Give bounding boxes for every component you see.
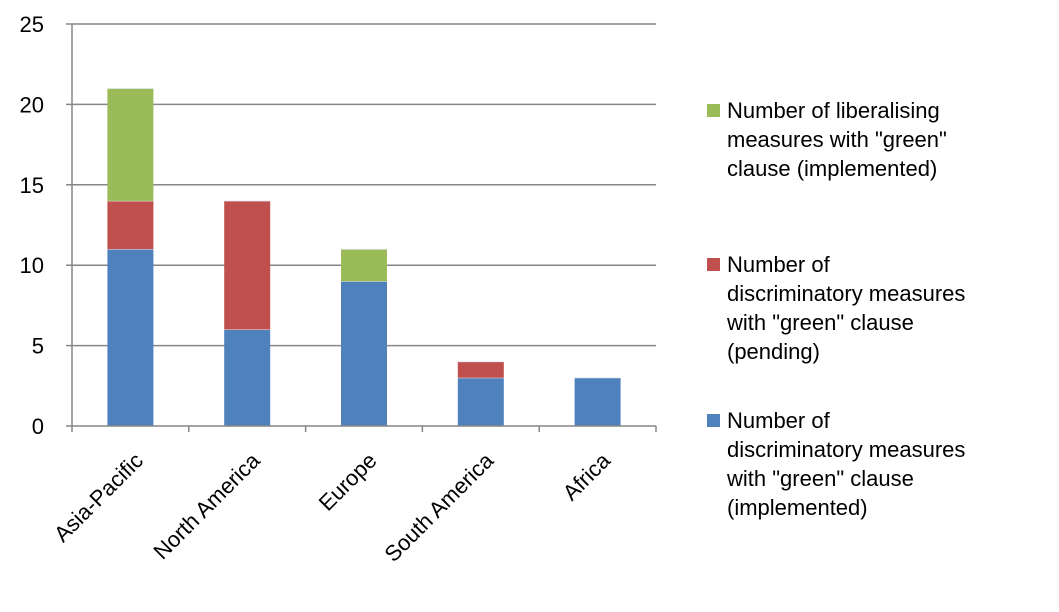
bar-segment — [574, 377, 621, 426]
x-tick-label: South America — [379, 447, 498, 566]
bars — [107, 87, 621, 426]
bar-segment — [457, 361, 504, 378]
bar-segment — [341, 249, 387, 282]
legend-label: clause (implemented) — [727, 156, 937, 181]
x-tick-label: Asia-Pacific — [49, 448, 148, 547]
x-tick-label: North America — [148, 447, 265, 564]
bar-segment — [224, 329, 271, 426]
y-tick-label: 10 — [20, 253, 44, 278]
gridlines — [72, 23, 656, 347]
x-tick-label: Africa — [558, 447, 616, 505]
legend-label: discriminatory measures — [727, 281, 965, 306]
axes — [66, 23, 657, 432]
legend: Number of liberalising measures with "gre… — [707, 98, 965, 520]
y-tick-label: 0 — [32, 414, 44, 439]
legend-swatch — [707, 258, 720, 271]
bar-segment — [457, 377, 504, 426]
y-tick-label: 20 — [20, 92, 44, 117]
y-tick-label: 5 — [32, 334, 44, 359]
y-tick-label: 25 — [20, 12, 44, 37]
legend-label: Number of liberalising — [727, 98, 940, 123]
legend-swatch — [707, 414, 720, 427]
legend-label: with "green" clause — [726, 310, 914, 335]
legend-label: discriminatory measures — [727, 437, 965, 462]
y-tick-labels: 0 5 10 15 20 25 — [20, 12, 44, 439]
legend-label: (implemented) — [727, 495, 868, 520]
legend-label: (pending) — [727, 339, 820, 364]
legend-swatch — [707, 104, 720, 117]
legend-label: measures with "green" — [727, 127, 947, 152]
x-tick-label: Europe — [314, 448, 382, 516]
bar-segment — [341, 281, 387, 426]
legend-label: with "green" clause — [726, 466, 914, 491]
bar-segment — [224, 200, 271, 330]
bar-segment — [107, 200, 154, 250]
y-tick-label: 15 — [20, 173, 44, 198]
bar-segment — [107, 88, 154, 201]
legend-label: Number of — [727, 252, 831, 277]
legend-label: Number of — [727, 408, 831, 433]
bar-segment — [107, 249, 154, 426]
